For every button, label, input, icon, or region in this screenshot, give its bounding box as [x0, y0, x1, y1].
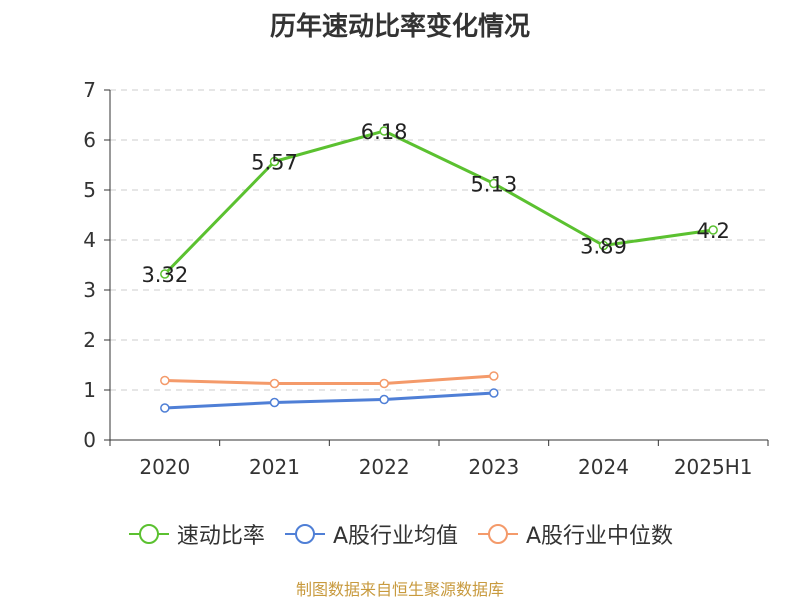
y-tick-label: 5 — [83, 178, 96, 202]
chart-title: 历年速动比率变化情况 — [269, 12, 530, 42]
data-point — [379, 126, 389, 136]
data-point — [269, 378, 280, 389]
y-tick-label: 1 — [83, 378, 96, 402]
y-tick-label: 2 — [83, 328, 96, 352]
data-point — [708, 225, 718, 235]
data-label: 3.89 — [580, 235, 627, 259]
data-point — [160, 375, 170, 386]
data-point — [489, 371, 499, 381]
legend-item-industry-median[interactable]: A股行业中位数 — [476, 518, 673, 550]
y-tick-label: 0 — [83, 428, 96, 452]
line-chart: 0 1 2 3 4 5 6 7 2020 2021 2022 2023 2024 2025H1 3.32 5… — [83, 78, 769, 479]
data-point — [160, 403, 170, 413]
legend-marker-industry-average — [284, 524, 325, 544]
x-tick-label: 2023 — [468, 455, 519, 479]
data-label: 4.2 — [696, 219, 729, 243]
data-point — [379, 378, 389, 389]
data-point — [489, 388, 499, 398]
source-note: 制图数据来自恒生聚源数据库 — [295, 580, 504, 599]
legend-label: A股行业均值 — [332, 524, 458, 549]
data-point — [269, 156, 280, 167]
data-labels: 3.32 5.57 6.18 5.13 3.89 4.2 — [141, 120, 729, 287]
y-tick-label: 3 — [83, 278, 96, 302]
legend-marker-quick-ratio — [128, 524, 169, 544]
gridlines — [110, 89, 768, 391]
y-tick-label: 4 — [83, 228, 96, 252]
legend: 速动比率 A股行业均值 A股行业中位数 — [0, 518, 800, 550]
data-label: 6.18 — [361, 120, 408, 144]
x-tick-label: 2020 — [139, 455, 190, 479]
axes: 0 1 2 3 4 5 6 7 2020 2021 2022 2023 2024 2025H1 — [83, 78, 769, 479]
y-tick-label: 6 — [83, 128, 96, 152]
series-line — [163, 129, 714, 276]
series-lines — [160, 126, 718, 413]
data-label: 5.13 — [470, 173, 517, 197]
data-label: 3.32 — [141, 263, 188, 287]
legend-item-quick-ratio[interactable]: 速动比率 — [127, 518, 265, 550]
data-point — [598, 240, 609, 251]
x-tick-label: 2025H1 — [674, 455, 753, 479]
legend-label: A股行业中位数 — [526, 524, 674, 549]
x-tick-label: 2022 — [359, 455, 410, 479]
series-line — [164, 374, 494, 385]
x-tick-label: 2024 — [578, 455, 629, 479]
data-label: 5.57 — [251, 151, 298, 175]
data-point — [379, 394, 389, 405]
data-point — [269, 397, 280, 408]
x-tick-label: 2021 — [249, 455, 300, 479]
data-point — [160, 269, 170, 279]
legend-label: 速动比率 — [176, 524, 265, 549]
legend-item-industry-average[interactable]: A股行业均值 — [283, 518, 458, 550]
data-point — [489, 178, 499, 189]
series-line — [164, 391, 494, 410]
y-tick-label: 7 — [83, 78, 96, 102]
legend-marker-industry-median — [478, 524, 518, 544]
